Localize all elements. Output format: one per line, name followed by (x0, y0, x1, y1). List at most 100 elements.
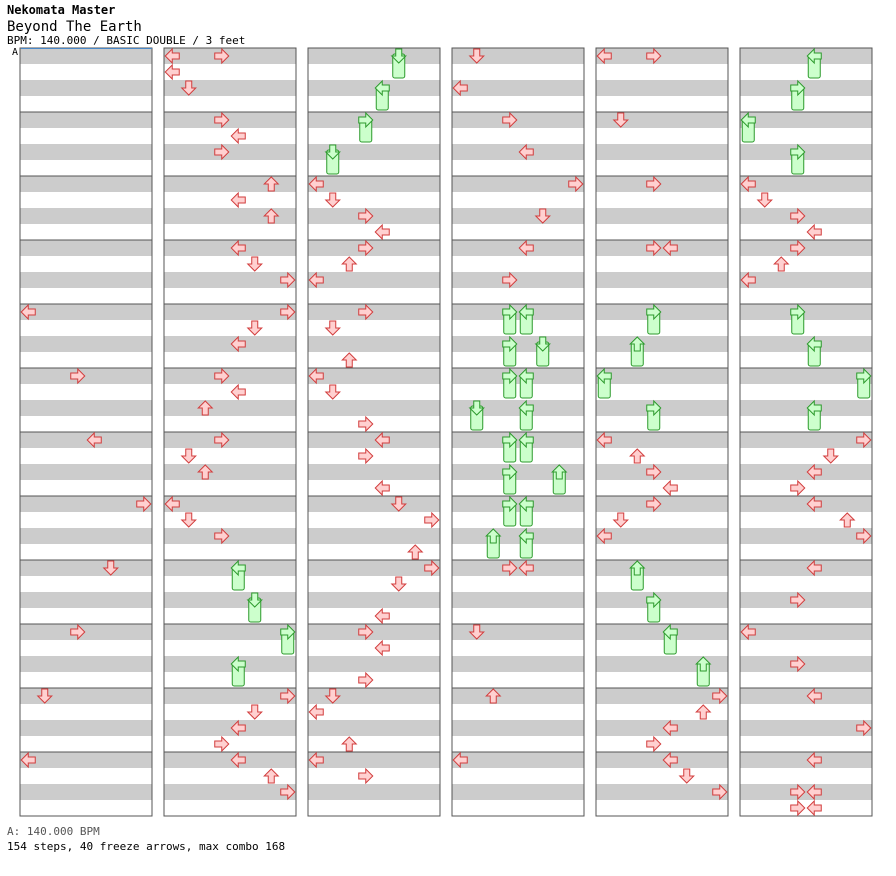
chart-stripe (308, 736, 440, 752)
arrow-right (214, 735, 230, 753)
chart-stripe (452, 96, 584, 112)
chart-stripe (308, 208, 440, 224)
arrow-right (280, 783, 296, 801)
footer-bpm: A: 140.000 BPM (7, 825, 100, 838)
chart-stripe (740, 592, 872, 608)
chart-stripe (20, 608, 152, 624)
game-title: Nekomata Master (7, 3, 116, 17)
chart-column (739, 47, 873, 817)
arrow-left (374, 223, 390, 241)
arrow-left (20, 303, 36, 321)
chart-stripe (452, 464, 584, 480)
chart-stripe (308, 112, 440, 128)
chart-stripe (452, 320, 584, 336)
chart-stripe (740, 48, 872, 64)
chart-stripe (740, 144, 872, 160)
arrow-right (70, 623, 86, 641)
chart-stripe (164, 512, 296, 528)
arrow-left (806, 751, 822, 769)
chart-stripe (20, 80, 152, 96)
chart-stripe (308, 304, 440, 320)
arrow-right (358, 415, 374, 433)
chart-stripe (452, 592, 584, 608)
chart-stripe (452, 64, 584, 80)
chart-stripe (20, 352, 152, 368)
chart-stripe (596, 304, 728, 320)
arrow-right (358, 623, 374, 641)
freeze-arrow-right (502, 367, 518, 385)
chart-stripe (20, 96, 152, 112)
chart-stripe (596, 128, 728, 144)
chart-stripe (20, 208, 152, 224)
arrow-left (740, 175, 756, 193)
chart-stripe (740, 800, 872, 816)
chart-stripe (164, 464, 296, 480)
arrow-up (341, 352, 358, 368)
chart-stripe (164, 128, 296, 144)
chart-stripe (164, 608, 296, 624)
chart-stripe (20, 432, 152, 448)
chart-stripe (164, 640, 296, 656)
arrow-left (806, 223, 822, 241)
chart-stripe (164, 144, 296, 160)
chart-stripe (308, 272, 440, 288)
chart-stripe (308, 608, 440, 624)
arrow-left (164, 63, 180, 81)
chart-stripe (164, 160, 296, 176)
freeze-arrow-left (518, 303, 534, 321)
chart-stripe (740, 496, 872, 512)
arrow-down (36, 688, 53, 704)
chart-stripe (452, 544, 584, 560)
chart-stripe (308, 784, 440, 800)
bpm-marker-label: A (12, 47, 19, 58)
chart-stripe (596, 496, 728, 512)
freeze-arrow-down (246, 592, 263, 608)
freeze-arrow-up (629, 560, 646, 576)
chart-stripe (164, 432, 296, 448)
arrow-left (518, 559, 534, 577)
freeze-arrow-right (790, 79, 806, 97)
chart-stripe (596, 48, 728, 64)
arrow-up (695, 704, 712, 720)
arrow-down (246, 256, 263, 272)
chart-stripe (596, 400, 728, 416)
chart-stripe (164, 176, 296, 192)
chart-stripe (740, 512, 872, 528)
freeze-arrow-left (518, 399, 534, 417)
chart-stripe (452, 448, 584, 464)
chart-stripe (308, 96, 440, 112)
arrow-left (308, 703, 324, 721)
arrow-left (518, 239, 534, 257)
arrow-left (740, 623, 756, 641)
arrow-left (806, 559, 822, 577)
chart-stripe (20, 448, 152, 464)
chart-stripe (164, 448, 296, 464)
chart-stripe (308, 416, 440, 432)
chart-stripe (596, 272, 728, 288)
chart-stripe (740, 416, 872, 432)
freeze-arrow-left (230, 655, 246, 673)
arrow-right (790, 591, 806, 609)
arrow-right (646, 47, 662, 65)
chart-stripe (740, 272, 872, 288)
chart-stripe (596, 608, 728, 624)
chart-stripe (740, 480, 872, 496)
arrow-right (790, 207, 806, 225)
chart-stripe (20, 416, 152, 432)
chart-stripe (452, 192, 584, 208)
chart-stripe (740, 240, 872, 256)
chart-stripe (596, 576, 728, 592)
chart-stripe (308, 688, 440, 704)
chart-stripe (452, 80, 584, 96)
freeze-arrow-left (374, 79, 390, 97)
arrow-down (756, 192, 773, 208)
chart-stripe (452, 224, 584, 240)
chart-stripe (20, 128, 152, 144)
chart-stripe (164, 720, 296, 736)
arrow-right (424, 559, 440, 577)
freeze-arrow-left (518, 431, 534, 449)
chart-stripe (20, 800, 152, 816)
chart-stripe (452, 688, 584, 704)
arrow-right (790, 239, 806, 257)
chart-stripe (596, 704, 728, 720)
